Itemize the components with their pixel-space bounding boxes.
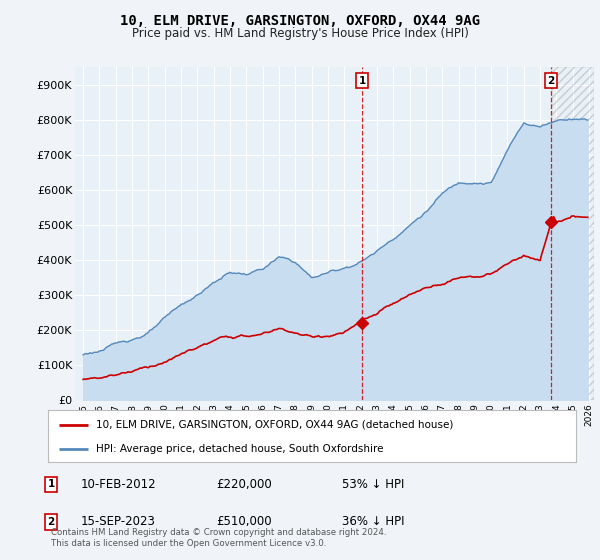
Text: 1: 1 [358,76,365,86]
Text: £220,000: £220,000 [216,478,272,491]
Text: 15-SEP-2023: 15-SEP-2023 [81,515,156,529]
Text: 53% ↓ HPI: 53% ↓ HPI [342,478,404,491]
Text: £510,000: £510,000 [216,515,272,529]
Text: 10, ELM DRIVE, GARSINGTON, OXFORD, OX44 9AG: 10, ELM DRIVE, GARSINGTON, OXFORD, OX44 … [120,14,480,28]
Text: 2: 2 [547,76,554,86]
Text: HPI: Average price, detached house, South Oxfordshire: HPI: Average price, detached house, Sout… [95,444,383,454]
Text: 10, ELM DRIVE, GARSINGTON, OXFORD, OX44 9AG (detached house): 10, ELM DRIVE, GARSINGTON, OXFORD, OX44 … [95,420,453,430]
Text: 1: 1 [47,479,55,489]
Text: 36% ↓ HPI: 36% ↓ HPI [342,515,404,529]
Text: 10-FEB-2012: 10-FEB-2012 [81,478,157,491]
Text: 2: 2 [47,517,55,527]
Text: Contains HM Land Registry data © Crown copyright and database right 2024.
This d: Contains HM Land Registry data © Crown c… [51,528,386,548]
Text: Price paid vs. HM Land Registry's House Price Index (HPI): Price paid vs. HM Land Registry's House … [131,27,469,40]
